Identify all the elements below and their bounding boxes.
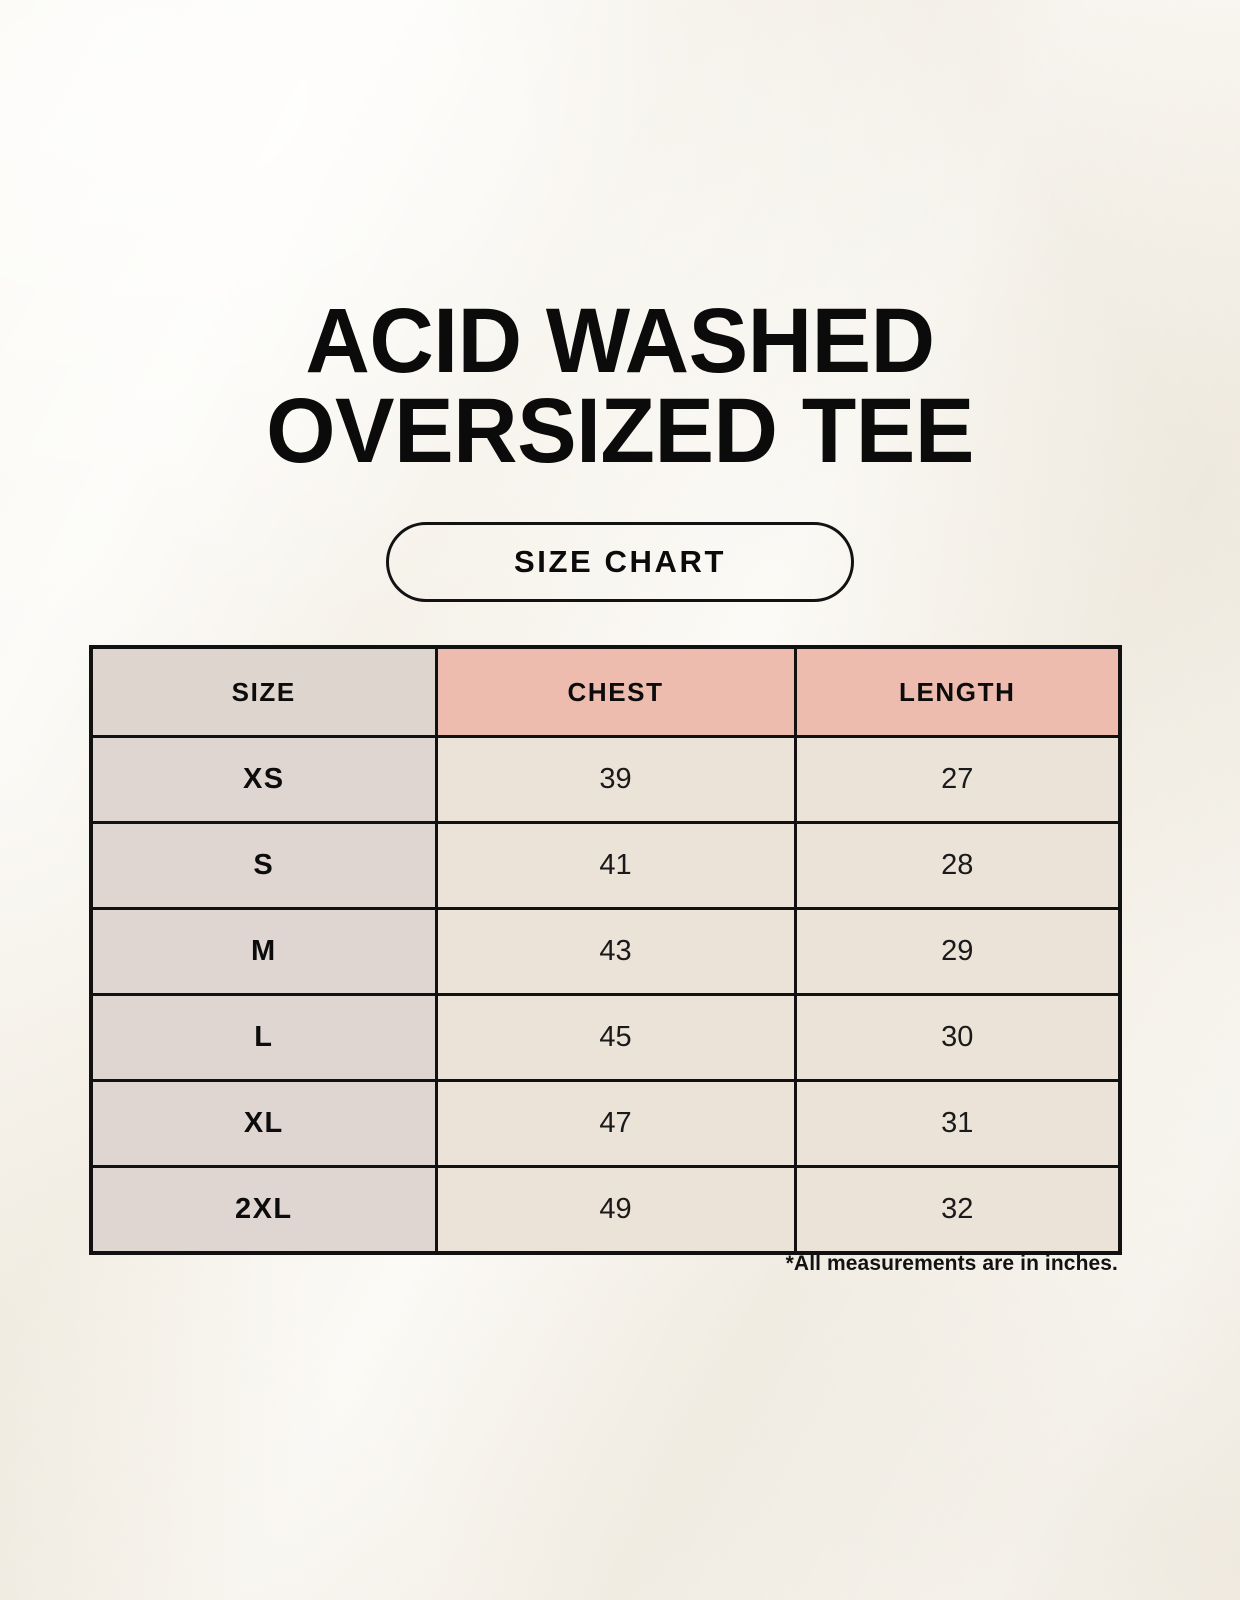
size-table-wrap: SIZE CHEST LENGTH XS 39 27 S 41 28 M bbox=[89, 645, 1122, 1255]
cell-size: S bbox=[89, 821, 438, 910]
size-table: SIZE CHEST LENGTH XS 39 27 S 41 28 M bbox=[89, 645, 1122, 1255]
table-row: S 41 28 bbox=[89, 821, 1122, 910]
column-header-length: LENGTH bbox=[793, 645, 1122, 738]
column-header-chest: CHEST bbox=[434, 645, 797, 738]
size-chart-badge: SIZE CHART bbox=[386, 522, 854, 602]
cell-size: L bbox=[89, 993, 438, 1082]
table-header-row: SIZE CHEST LENGTH bbox=[89, 645, 1122, 738]
cell-size: M bbox=[89, 907, 438, 996]
cell-length: 32 bbox=[793, 1165, 1122, 1254]
cell-chest: 41 bbox=[434, 821, 797, 910]
size-chart-badge-wrap: SIZE CHART bbox=[0, 522, 1240, 602]
size-chart-badge-label: SIZE CHART bbox=[514, 544, 726, 579]
table-row: M 43 29 bbox=[89, 907, 1122, 996]
cell-size: XS bbox=[89, 735, 438, 824]
size-table-head: SIZE CHEST LENGTH bbox=[89, 645, 1122, 738]
cell-length: 29 bbox=[793, 907, 1122, 996]
cell-chest: 49 bbox=[434, 1165, 797, 1254]
page-title: ACID WASHED OVERSIZED TEE bbox=[19, 290, 1222, 483]
table-row: XS 39 27 bbox=[89, 735, 1122, 824]
cell-length: 27 bbox=[793, 735, 1122, 824]
cell-length: 30 bbox=[793, 993, 1122, 1082]
cell-chest: 39 bbox=[434, 735, 797, 824]
table-row: XL 47 31 bbox=[89, 1079, 1122, 1168]
size-table-body: XS 39 27 S 41 28 M 43 29 L 45 30 bbox=[89, 735, 1122, 1254]
table-row: L 45 30 bbox=[89, 993, 1122, 1082]
cell-length: 31 bbox=[793, 1079, 1122, 1168]
cell-chest: 47 bbox=[434, 1079, 797, 1168]
cell-size: XL bbox=[89, 1079, 438, 1168]
page-title-line-2: OVERSIZED TEE bbox=[266, 380, 974, 483]
cell-size: 2XL bbox=[89, 1165, 438, 1254]
table-row: 2XL 49 32 bbox=[89, 1165, 1122, 1254]
cell-chest: 45 bbox=[434, 993, 797, 1082]
column-header-size: SIZE bbox=[89, 645, 438, 738]
page-title-line-1: ACID WASHED bbox=[305, 290, 935, 392]
page-header: ACID WASHED OVERSIZED TEE bbox=[0, 290, 1240, 483]
cell-chest: 43 bbox=[434, 907, 797, 996]
measurement-note: *All measurements are in inches. bbox=[785, 1252, 1118, 1275]
cell-length: 28 bbox=[793, 821, 1122, 910]
